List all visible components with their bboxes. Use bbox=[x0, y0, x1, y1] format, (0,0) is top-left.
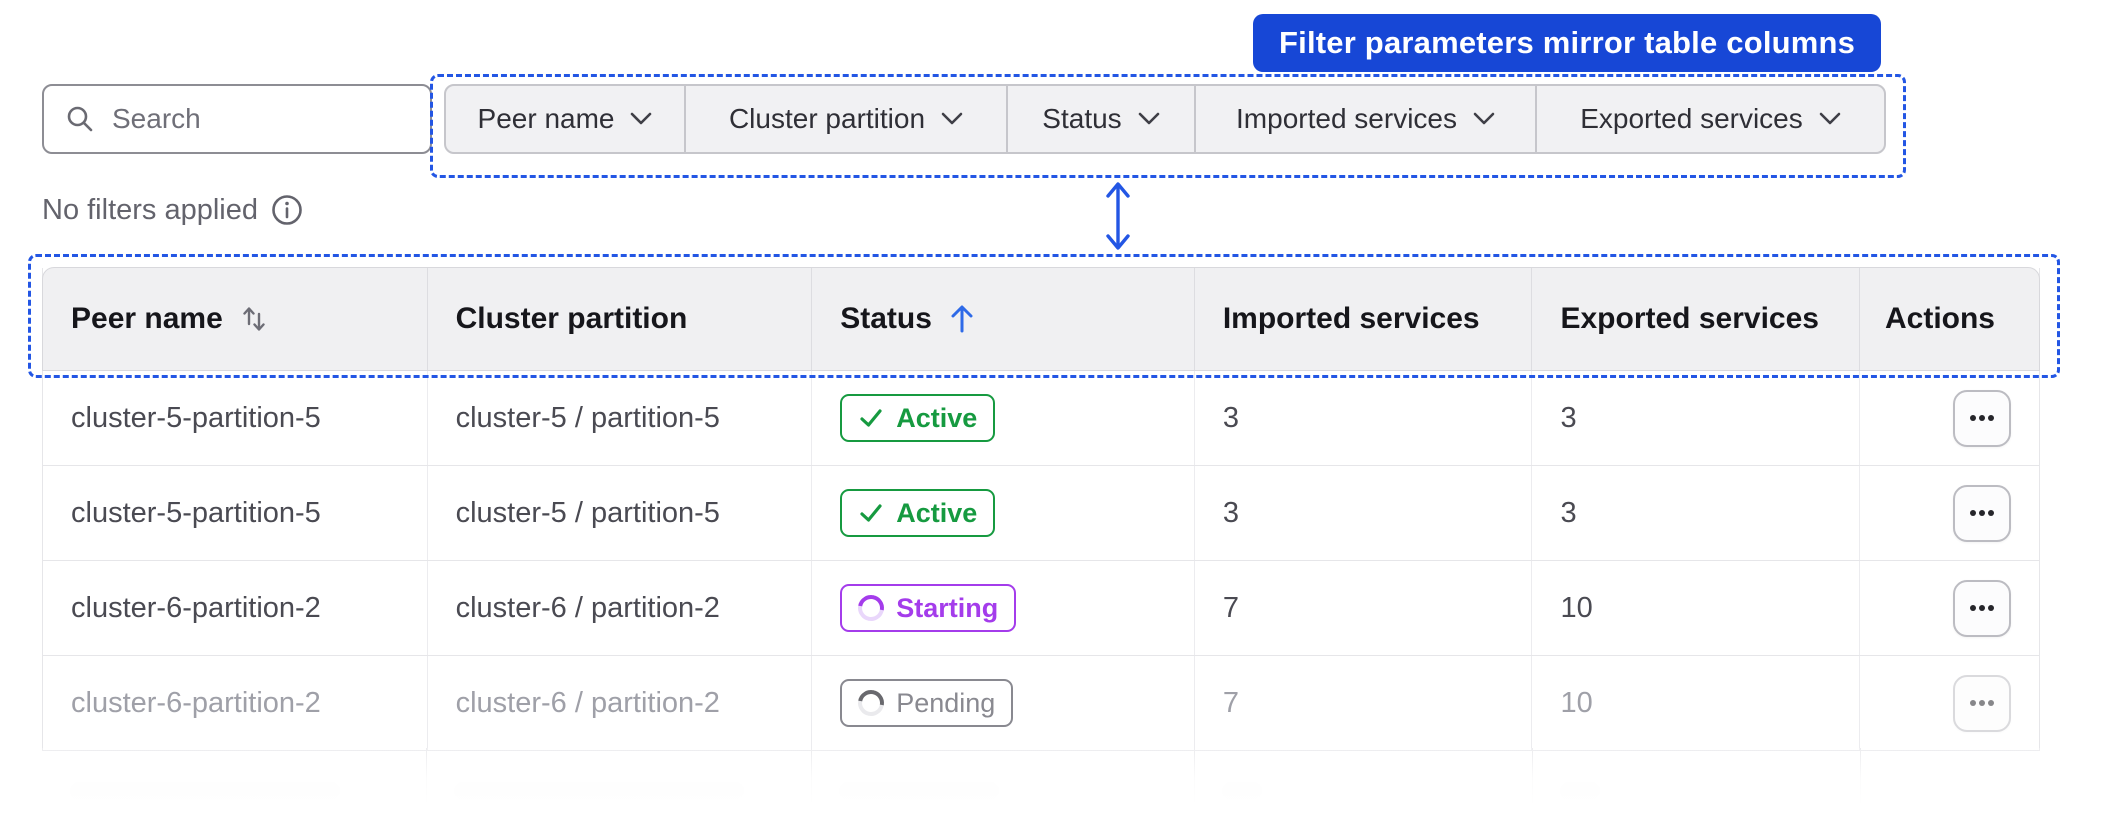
status-label: Starting bbox=[896, 592, 999, 623]
row-actions-button[interactable] bbox=[1952, 674, 2011, 732]
filter-status[interactable]: Status bbox=[1006, 86, 1194, 152]
cell-actions bbox=[1859, 561, 2039, 655]
column-label: Imported services bbox=[1222, 302, 1480, 335]
column-header-cluster-partition[interactable]: Cluster partition bbox=[426, 268, 812, 370]
table-row: cluster-5-partition-5 cluster-5 / partit… bbox=[43, 371, 2039, 466]
cell-status: Active bbox=[811, 371, 1194, 465]
status-label: Active bbox=[896, 402, 978, 433]
table-row: cluster-6-partition-2 cluster-6 / partit… bbox=[43, 656, 2039, 751]
filter-label: Exported services bbox=[1580, 103, 1803, 134]
cell-imported-services: 3 bbox=[1193, 371, 1532, 465]
check-icon bbox=[858, 500, 884, 526]
row-actions-button[interactable] bbox=[1952, 389, 2011, 447]
cell-cluster-partition: cluster-6 / partition-2 bbox=[426, 656, 812, 750]
cell-cluster-partition: cluster-6 / partition-2 bbox=[426, 561, 812, 655]
ellipsis-icon bbox=[1969, 509, 1995, 517]
ellipsis-icon bbox=[1969, 699, 1995, 707]
cell-peer-name: cluster-5-partition-5 bbox=[71, 496, 321, 529]
cell-actions bbox=[1859, 371, 2039, 465]
cell-actions bbox=[1859, 466, 2039, 560]
row-actions-button[interactable] bbox=[1952, 579, 2011, 637]
filter-group: Peer name Cluster partition Status Impor… bbox=[444, 84, 1886, 154]
spinner-icon bbox=[853, 589, 890, 627]
cell-exported-services: 3 bbox=[1531, 371, 1859, 465]
cell-imported-services: 7 bbox=[1193, 656, 1532, 750]
status-badge: Pending bbox=[840, 679, 1014, 727]
column-label: Peer name bbox=[71, 302, 223, 335]
cell-peer-name: cluster-6-partition-2 bbox=[71, 591, 321, 624]
column-label: Cluster partition bbox=[455, 302, 688, 335]
cell-status: Active bbox=[811, 466, 1194, 560]
row-actions-button[interactable] bbox=[1952, 484, 2011, 542]
cell-actions bbox=[1859, 656, 2039, 750]
status-badge: Active bbox=[840, 489, 996, 537]
chevron-down-icon bbox=[1473, 112, 1495, 126]
cell-cluster-partition: cluster-5 / partition-5 bbox=[426, 466, 812, 560]
sort-ascending-icon[interactable] bbox=[948, 303, 976, 335]
ellipsis-icon bbox=[1969, 604, 1995, 612]
annotation-badge: Filter parameters mirror table columns bbox=[1253, 14, 1882, 72]
cell-status: Pending bbox=[811, 656, 1194, 750]
table-fadeout-row bbox=[42, 748, 2040, 816]
table-header-row: Peer name Cluster partition Status bbox=[42, 267, 2040, 371]
cell-exported-services: 10 bbox=[1531, 656, 1859, 750]
status-label: Pending bbox=[896, 687, 996, 718]
cell-imported-services: 7 bbox=[1193, 561, 1532, 655]
cell-cluster-partition: cluster-5 / partition-5 bbox=[426, 371, 812, 465]
filter-imported-services[interactable]: Imported services bbox=[1194, 86, 1535, 152]
peers-table: Peer name Cluster partition Status bbox=[42, 267, 2040, 751]
mirror-arrow-icon bbox=[1096, 180, 1140, 252]
cell-exported-services: 3 bbox=[1531, 466, 1859, 560]
chevron-down-icon bbox=[1138, 112, 1160, 126]
annotation-label: Filter parameters mirror table columns bbox=[1279, 25, 1856, 60]
filter-summary: No filters applied bbox=[42, 190, 304, 230]
info-icon[interactable] bbox=[270, 193, 304, 227]
column-header-peer-name[interactable]: Peer name bbox=[43, 268, 427, 370]
search-box[interactable] bbox=[42, 84, 432, 154]
column-header-exported-services[interactable]: Exported services bbox=[1531, 268, 1859, 370]
table-row: cluster-5-partition-5 cluster-5 / partit… bbox=[43, 466, 2039, 561]
filter-exported-services[interactable]: Exported services bbox=[1535, 86, 1884, 152]
sort-both-icon[interactable] bbox=[239, 304, 269, 334]
cell-exported-services: 10 bbox=[1531, 561, 1859, 655]
column-label: Exported services bbox=[1560, 302, 1819, 335]
column-header-status[interactable]: Status bbox=[811, 268, 1194, 370]
filter-label: Imported services bbox=[1236, 103, 1457, 134]
spinner-icon bbox=[853, 684, 890, 722]
filter-label: Peer name bbox=[477, 103, 615, 134]
column-header-actions: Actions bbox=[1859, 268, 2039, 370]
column-label: Actions bbox=[1884, 302, 1995, 335]
cell-status: Starting bbox=[811, 561, 1194, 655]
filter-peer-name[interactable]: Peer name bbox=[446, 86, 684, 152]
column-header-imported-services[interactable]: Imported services bbox=[1193, 268, 1532, 370]
search-icon bbox=[64, 103, 96, 135]
check-icon bbox=[858, 405, 884, 431]
filter-cluster-partition[interactable]: Cluster partition bbox=[684, 86, 1006, 152]
status-badge: Active bbox=[840, 394, 996, 442]
chevron-down-icon bbox=[1819, 112, 1841, 126]
ellipsis-icon bbox=[1969, 414, 1995, 422]
search-input[interactable] bbox=[112, 103, 410, 135]
filter-label: Cluster partition bbox=[728, 103, 926, 134]
filter-summary-text: No filters applied bbox=[42, 193, 258, 226]
chevron-down-icon bbox=[630, 112, 652, 126]
chevron-down-icon bbox=[941, 112, 963, 126]
cell-imported-services: 3 bbox=[1193, 466, 1532, 560]
cell-peer-name: cluster-5-partition-5 bbox=[71, 401, 321, 434]
cell-peer-name: cluster-6-partition-2 bbox=[71, 686, 321, 719]
status-label: Active bbox=[896, 497, 978, 528]
table-row: cluster-6-partition-2 cluster-6 / partit… bbox=[43, 561, 2039, 656]
column-label: Status bbox=[840, 302, 932, 335]
filter-label: Status bbox=[1042, 103, 1122, 134]
status-badge: Starting bbox=[840, 584, 1017, 632]
